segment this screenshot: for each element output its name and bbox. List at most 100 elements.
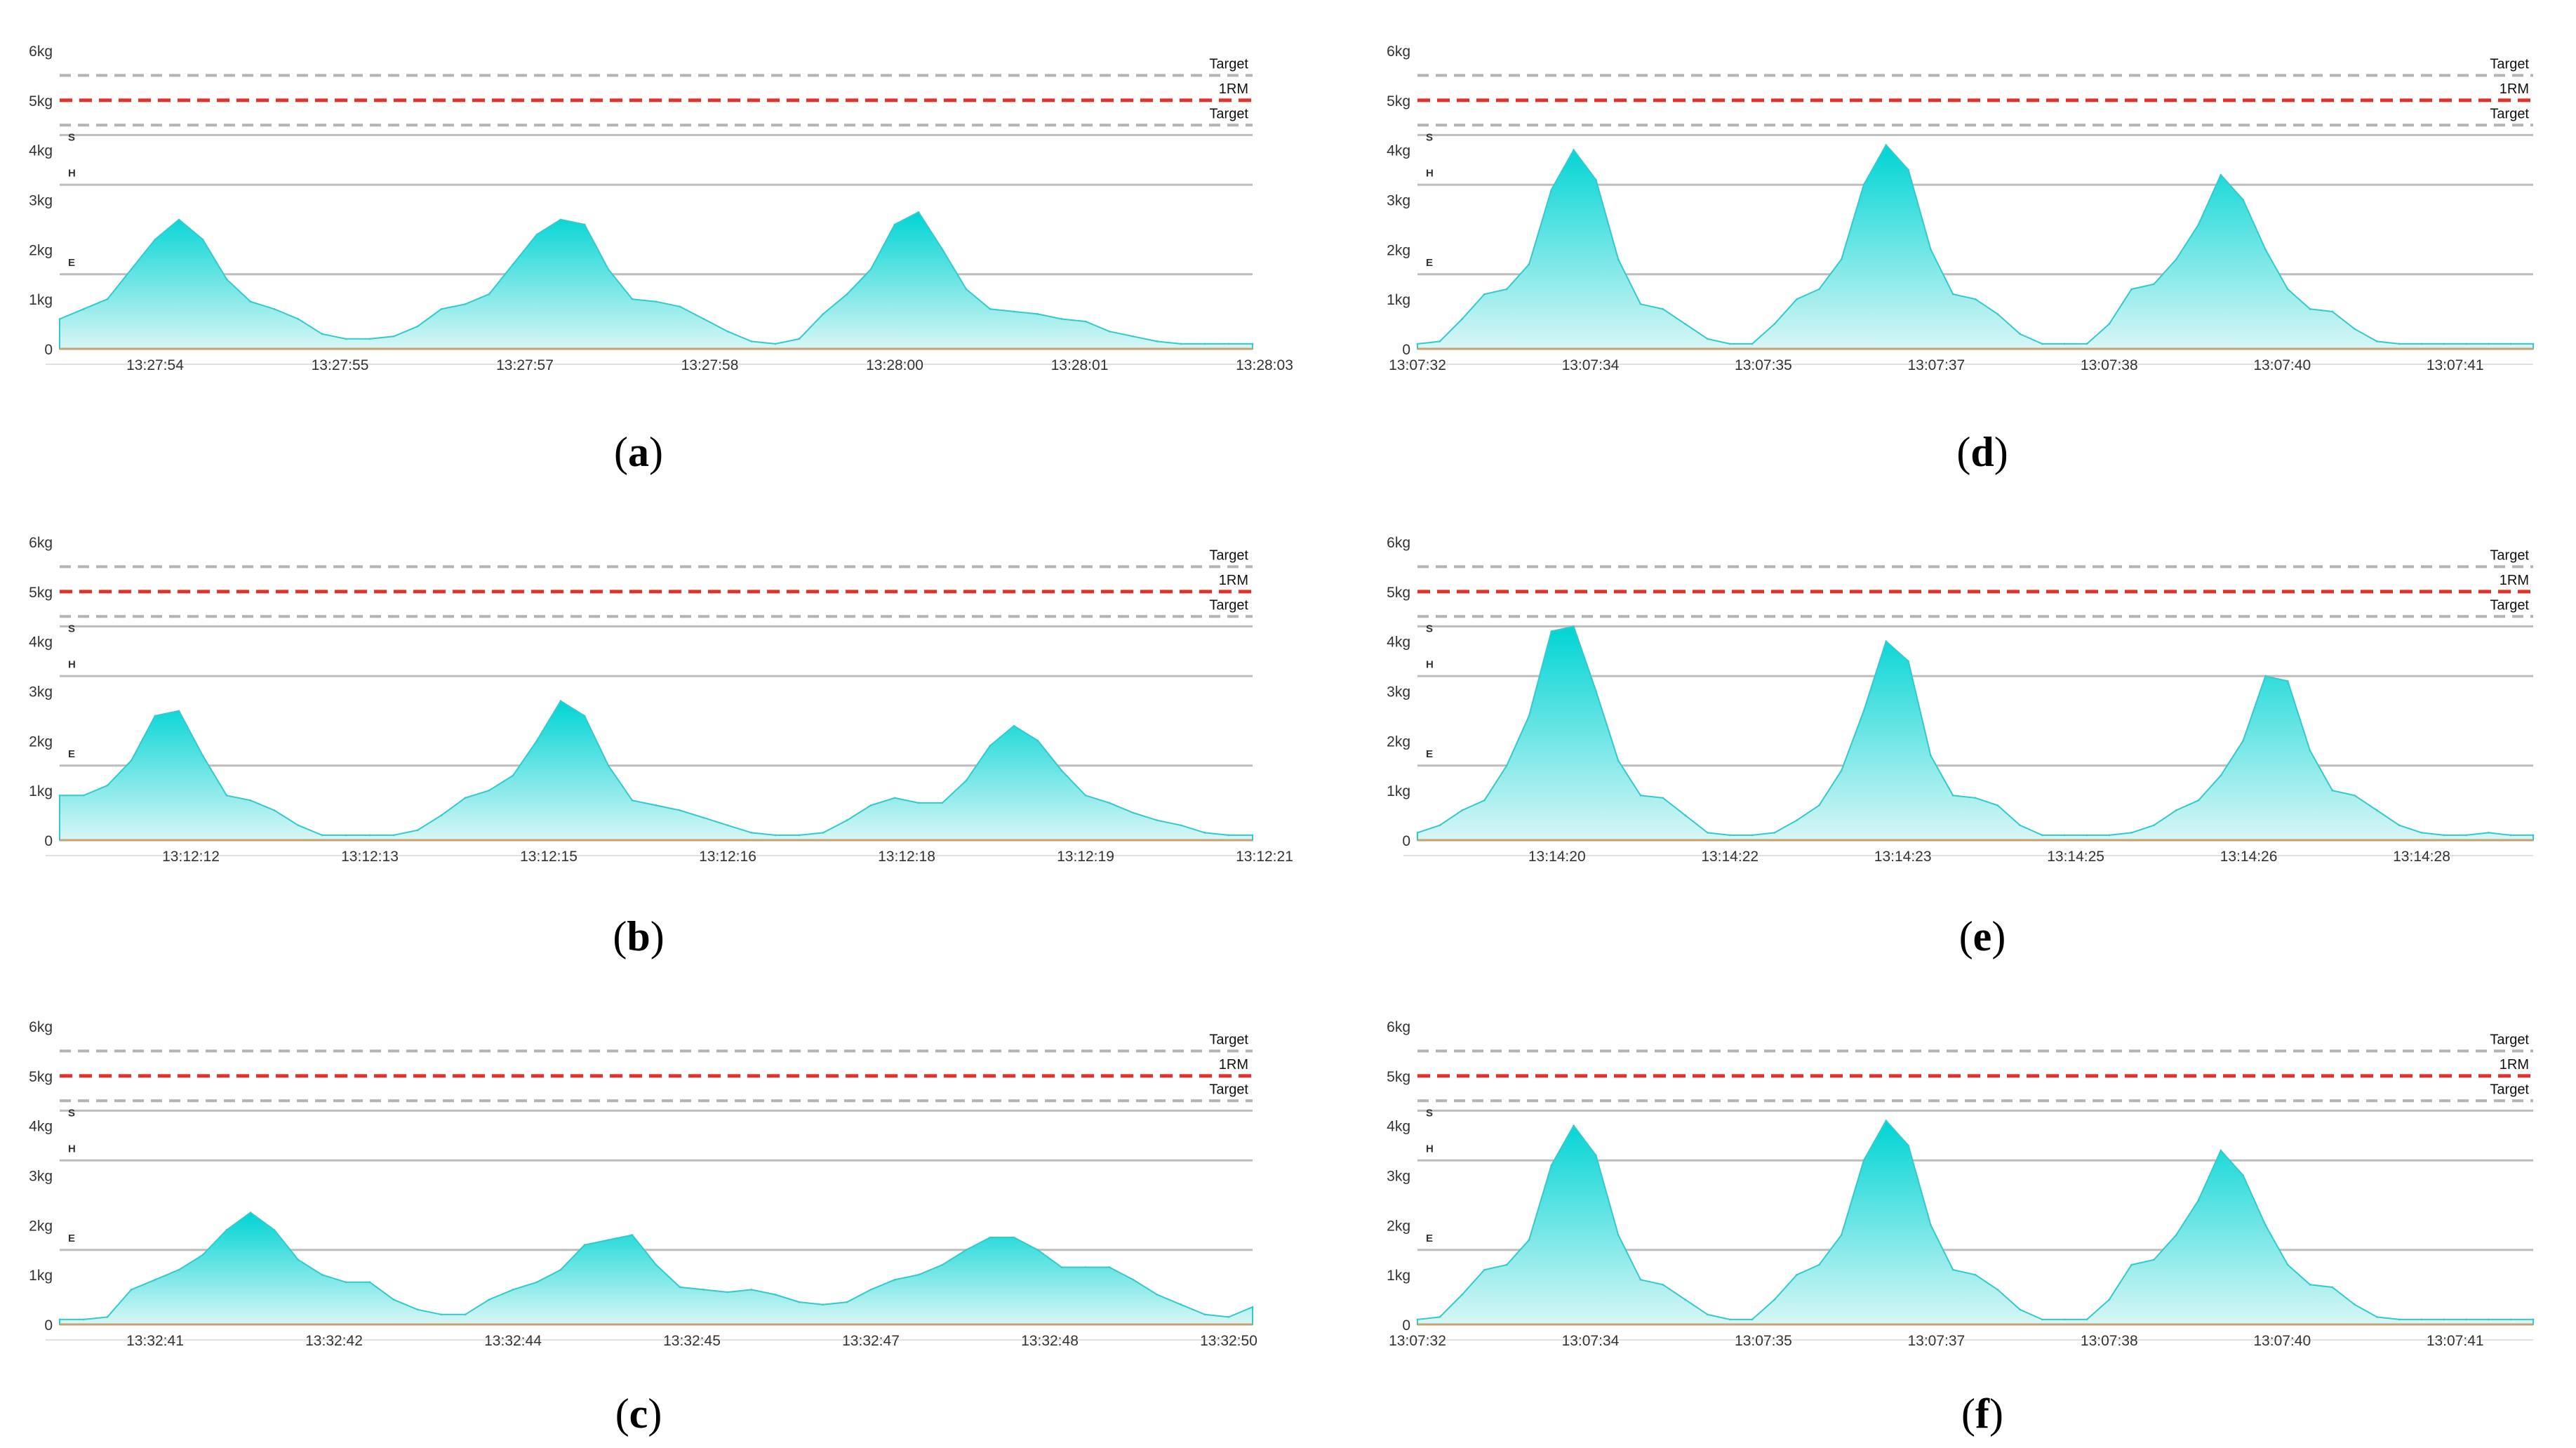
data-point — [1907, 1144, 1910, 1147]
data-point — [702, 1288, 705, 1291]
data-point — [1251, 343, 1254, 345]
data-point — [2532, 1318, 2535, 1321]
data-point — [869, 268, 872, 271]
data-point — [1108, 802, 1111, 804]
caption-e-letter: e — [1973, 913, 1992, 959]
zone-label-e: E — [68, 1233, 75, 1244]
force-area — [59, 1211, 1253, 1325]
data-point — [1013, 1236, 1015, 1239]
x-tick-label: 13:07:34 — [1562, 1333, 1620, 1349]
data-point — [297, 318, 300, 320]
data-point — [2175, 258, 2177, 260]
y-tick-label: 4kg — [29, 635, 53, 651]
data-point — [440, 814, 443, 817]
y-tick-label: 3kg — [1387, 684, 1410, 700]
data-point — [2532, 343, 2535, 345]
zone-label-e: E — [68, 257, 75, 269]
data-point — [989, 1236, 992, 1239]
data-point — [2175, 809, 2177, 811]
data-point — [1084, 320, 1087, 323]
data-point — [846, 1301, 848, 1303]
data-point — [1751, 834, 1754, 837]
y-tick-label: 1kg — [29, 1268, 53, 1284]
y-tick-label: 0 — [44, 342, 53, 358]
x-tick-label: 13:07:37 — [1907, 357, 1965, 373]
x-tick-label: 13:07:37 — [1907, 1333, 1965, 1349]
data-point — [1528, 715, 1530, 717]
x-tick-label: 13:28:00 — [866, 357, 923, 373]
data-point — [58, 318, 61, 320]
zone-label-s: S — [1426, 131, 1433, 143]
y-tick-label: 1kg — [29, 783, 53, 799]
data-point — [702, 816, 705, 819]
data-point — [1639, 303, 1642, 305]
data-point — [607, 764, 610, 767]
y-tick-label: 2kg — [29, 1218, 53, 1234]
data-point — [679, 305, 681, 308]
data-point — [1416, 343, 1419, 345]
y-tick-label: 1kg — [29, 292, 53, 308]
data-point — [1060, 318, 1063, 320]
caption-c: (c) — [615, 1390, 662, 1437]
data-point — [488, 789, 490, 792]
data-point — [869, 804, 872, 806]
data-point — [154, 238, 156, 241]
x-tick-label: 13:32:45 — [663, 1333, 721, 1349]
x-tick-label: 13:32:50 — [1200, 1333, 1257, 1349]
data-point — [201, 755, 204, 757]
y-tick-label: 3kg — [1387, 193, 1410, 209]
caption-d: (d) — [1956, 429, 2008, 475]
y-tick-label: 3kg — [1387, 1169, 1410, 1185]
zone-label-s: S — [68, 1107, 75, 1119]
data-point — [106, 784, 109, 787]
data-point — [1550, 188, 1553, 191]
data-point — [893, 1278, 896, 1281]
chart-d-svg: 0 1kg 2kg 3kg 4kg 5kg 6kg S H E Target 1RM Target 13:… — [1387, 44, 2535, 373]
data-point — [655, 300, 658, 303]
data-point — [1840, 769, 1843, 772]
data-point — [2086, 834, 2088, 837]
y-tick-label: 4kg — [1387, 1119, 1410, 1135]
data-point — [1684, 323, 1687, 326]
chart-panel-c: 0 1kg 2kg 3kg 4kg 5kg 6kg S H E Target 1RM Target 13:… — [0, 976, 1277, 1439]
zone-label-e: E — [68, 748, 75, 760]
y-tick-label: 4kg — [29, 143, 53, 159]
target-upper-label: Target — [2490, 1032, 2529, 1047]
data-point — [726, 1291, 729, 1294]
data-point — [2152, 283, 2155, 286]
target-lower-label: Target — [2490, 1082, 2529, 1097]
zone-label-s: S — [1426, 1107, 1433, 1119]
data-point — [679, 809, 681, 811]
data-point — [535, 1281, 538, 1284]
data-point — [1907, 660, 1910, 663]
data-point — [225, 794, 228, 797]
data-point — [1132, 1278, 1135, 1281]
data-point — [631, 298, 634, 300]
zone-label-h: H — [68, 658, 76, 670]
data-point — [1706, 338, 1709, 340]
data-point — [512, 1288, 514, 1291]
x-tick-label: 13:12:16 — [699, 849, 756, 865]
caption-f: (f) — [1961, 1390, 2003, 1437]
data-point — [392, 1298, 395, 1301]
data-point — [106, 298, 109, 300]
data-point — [1639, 794, 1642, 797]
data-point — [2286, 1263, 2289, 1266]
data-point — [2465, 834, 2468, 837]
data-point — [1505, 764, 1508, 767]
data-point — [2375, 809, 2378, 811]
y-tick-label: 0 — [1402, 1317, 1410, 1334]
data-point — [917, 211, 920, 213]
data-point — [1156, 819, 1159, 822]
data-point — [774, 343, 777, 345]
data-point — [2420, 1318, 2423, 1321]
y-tick-label: 5kg — [1387, 585, 1410, 601]
data-point — [368, 834, 371, 837]
data-point — [154, 1278, 156, 1281]
x-tick-label: 13:12:13 — [341, 849, 399, 865]
y-tick-label: 3kg — [29, 684, 53, 700]
x-tick-label: 13:12:15 — [520, 849, 578, 865]
data-point — [2019, 824, 2022, 827]
x-tick-label: 13:07:38 — [2081, 357, 2138, 373]
y-tick-label: 3kg — [29, 1169, 53, 1185]
